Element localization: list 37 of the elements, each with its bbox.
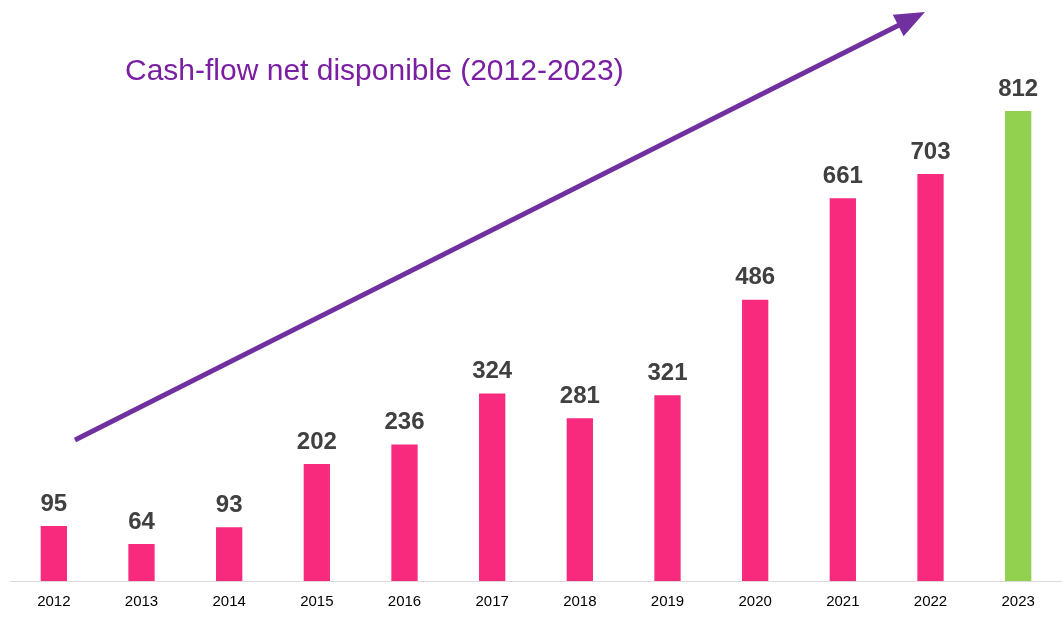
x-tick-label: 2021 (826, 592, 860, 610)
data-label: 703 (910, 136, 951, 164)
bar (829, 198, 856, 581)
bar (1005, 110, 1032, 581)
x-tick-label: 2019 (650, 592, 685, 610)
x-tick-label: 2014 (212, 592, 246, 610)
bar (566, 418, 593, 581)
data-label: 324 (472, 356, 513, 384)
x-tick-label: 2013 (124, 592, 159, 610)
x-tick-label: 2020 (738, 592, 772, 610)
bar (303, 464, 330, 581)
bar (40, 526, 67, 581)
bar (742, 299, 769, 581)
x-tick-label: 2016 (387, 592, 422, 610)
data-label: 236 (384, 407, 425, 435)
x-tick-label: 2015 (300, 592, 334, 610)
x-tick-label: 2012 (37, 592, 71, 610)
x-tick-label: 2018 (563, 592, 597, 610)
data-label: 202 (296, 426, 337, 454)
data-label: 661 (822, 160, 863, 188)
x-tick-label: 2017 (475, 592, 509, 610)
data-label: 812 (998, 73, 1039, 101)
x-tick-label: 2023 (1001, 592, 1035, 610)
data-label: 321 (647, 357, 688, 385)
bar (391, 444, 418, 581)
bar (917, 174, 944, 581)
bar (479, 393, 506, 581)
chart-title: Cash-flow net disponible (2012-2023) (125, 53, 624, 87)
data-label: 486 (735, 262, 776, 290)
bar (128, 543, 155, 581)
x-tick-label: 2022 (913, 592, 948, 610)
bar (216, 527, 243, 581)
bar (654, 395, 681, 581)
data-label: 93 (215, 489, 243, 517)
data-label: 95 (40, 488, 68, 516)
data-label: 64 (128, 506, 156, 534)
data-label: 281 (559, 380, 600, 408)
